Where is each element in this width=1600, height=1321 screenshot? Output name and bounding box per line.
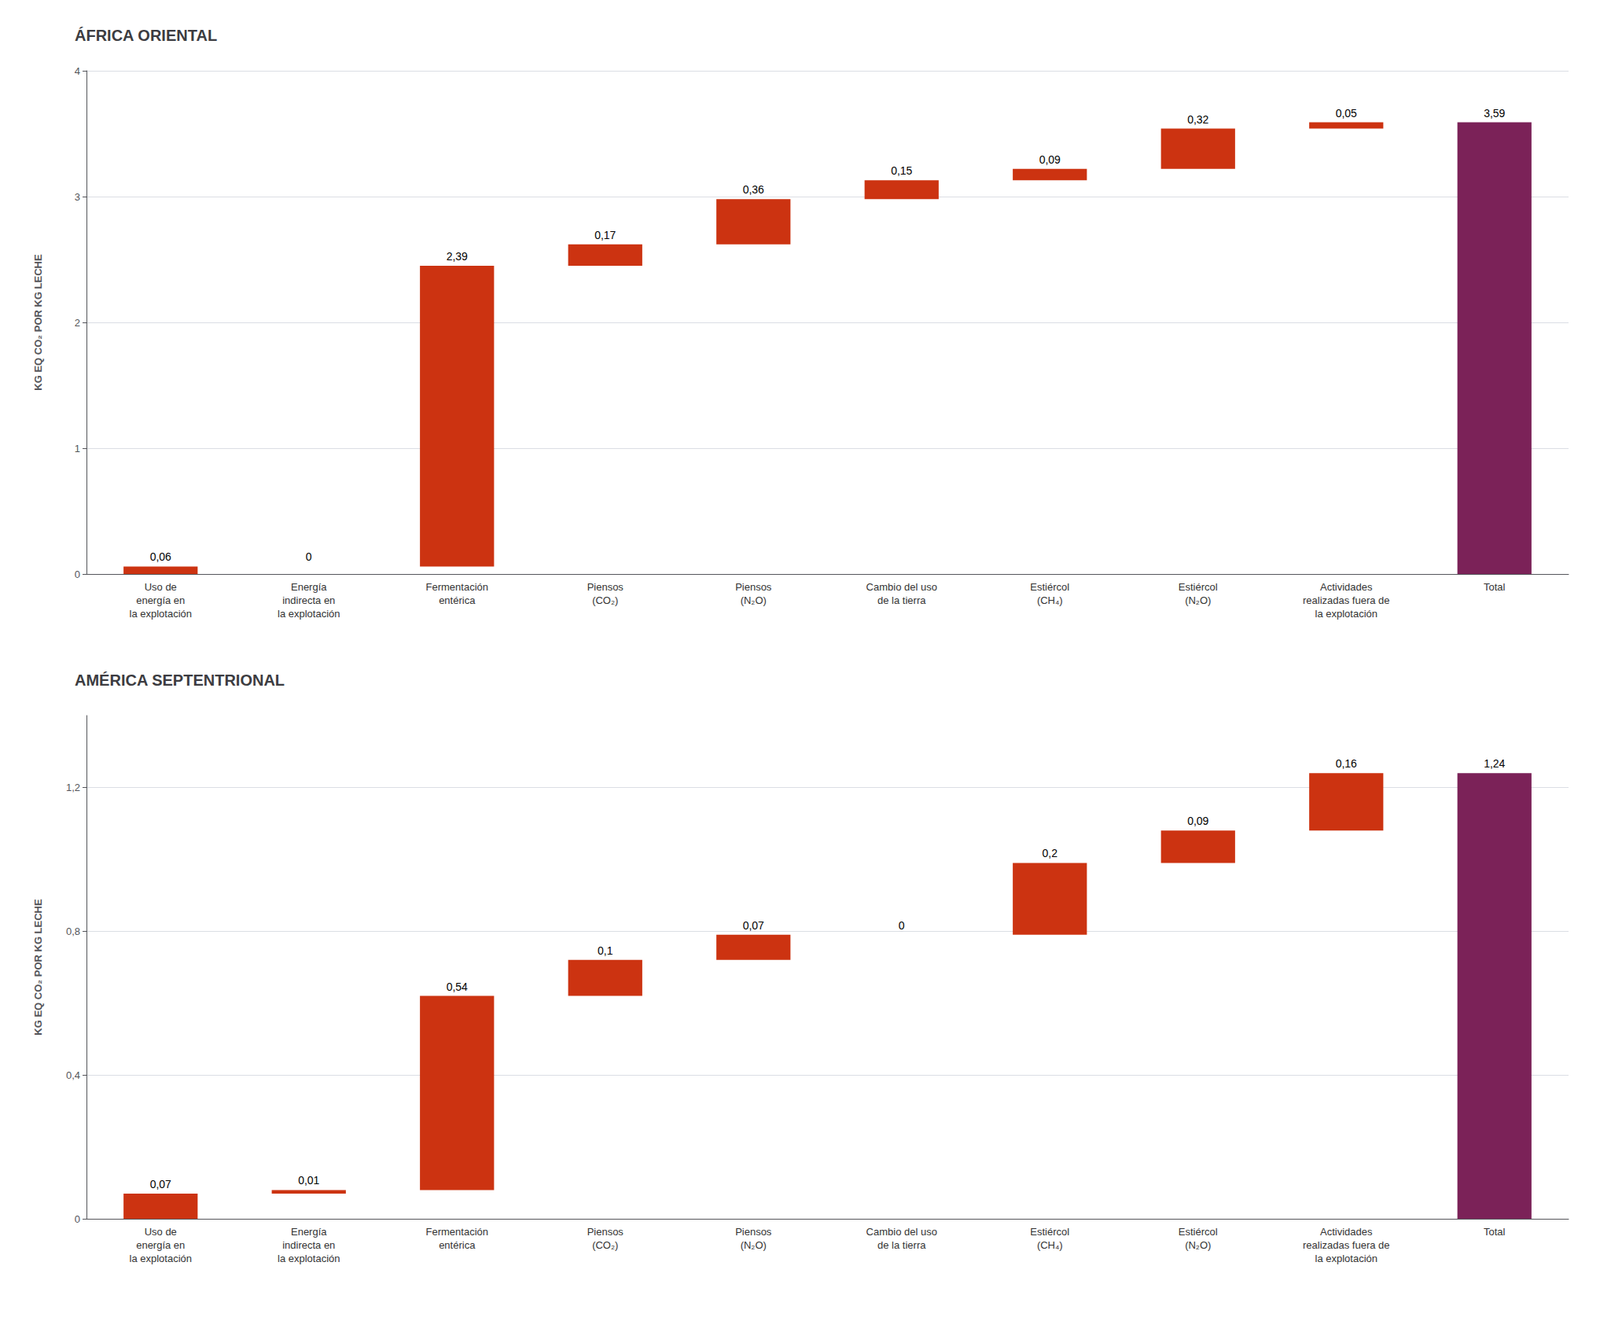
svg-text:Estiércol: Estiércol xyxy=(1178,1225,1218,1238)
svg-text:0: 0 xyxy=(74,568,81,581)
svg-text:4: 4 xyxy=(74,65,81,78)
svg-text:KG EQ CO₂ POR KG LECHE: KG EQ CO₂ POR KG LECHE xyxy=(32,253,45,391)
svg-text:0,09: 0,09 xyxy=(1039,153,1061,166)
svg-text:0,54: 0,54 xyxy=(446,980,468,994)
svg-text:la explotación: la explotación xyxy=(277,1252,341,1265)
svg-text:Piensos: Piensos xyxy=(735,581,773,593)
svg-text:0,8: 0,8 xyxy=(66,925,81,938)
svg-text:0,09: 0,09 xyxy=(1187,814,1209,828)
svg-text:Piensos: Piensos xyxy=(735,1225,773,1238)
svg-text:energía en: energía en xyxy=(136,594,185,607)
svg-text:0,06: 0,06 xyxy=(150,550,172,563)
svg-text:0,36: 0,36 xyxy=(742,183,765,196)
svg-text:Piensos: Piensos xyxy=(587,581,625,593)
svg-text:0,15: 0,15 xyxy=(890,164,913,177)
svg-text:(CH₄): (CH₄) xyxy=(1037,1239,1063,1251)
svg-text:0,1: 0,1 xyxy=(597,944,614,957)
svg-text:ÁFRICA ORIENTAL: ÁFRICA ORIENTAL xyxy=(74,26,218,45)
svg-text:entérica: entérica xyxy=(438,594,476,607)
svg-text:0,07: 0,07 xyxy=(150,1177,172,1191)
svg-text:indirecta en: indirecta en xyxy=(282,1239,335,1251)
svg-text:la explotación: la explotación xyxy=(277,607,341,620)
svg-text:0,01: 0,01 xyxy=(297,1173,320,1187)
svg-text:Cambio del uso: Cambio del uso xyxy=(866,581,938,593)
svg-text:0,05: 0,05 xyxy=(1335,106,1358,120)
svg-text:realizadas fuera de: realizadas fuera de xyxy=(1302,594,1391,607)
svg-text:Actividades: Actividades xyxy=(1320,1225,1373,1238)
svg-text:(N₂O): (N₂O) xyxy=(1184,594,1211,607)
svg-text:energía en: energía en xyxy=(136,1239,185,1251)
svg-text:Fermentación: Fermentación xyxy=(426,1225,489,1238)
svg-text:KG EQ CO₂ POR KG LECHE: KG EQ CO₂ POR KG LECHE xyxy=(32,898,45,1036)
svg-text:0: 0 xyxy=(74,1213,81,1225)
svg-text:0,16: 0,16 xyxy=(1335,757,1358,770)
svg-text:Estiércol: Estiércol xyxy=(1178,581,1218,593)
svg-text:3: 3 xyxy=(74,191,81,203)
svg-text:la explotación: la explotación xyxy=(1315,607,1379,620)
svg-text:(N₂O): (N₂O) xyxy=(740,594,767,607)
svg-text:0: 0 xyxy=(305,550,313,563)
svg-text:0,17: 0,17 xyxy=(594,228,616,242)
svg-text:(N₂O): (N₂O) xyxy=(1184,1239,1211,1251)
svg-text:(CO₂): (CO₂) xyxy=(592,594,618,607)
svg-text:1,24: 1,24 xyxy=(1483,757,1505,770)
svg-text:Uso de: Uso de xyxy=(144,581,177,593)
svg-text:1,2: 1,2 xyxy=(66,781,81,794)
svg-text:Actividades: Actividades xyxy=(1320,581,1373,593)
svg-text:Uso de: Uso de xyxy=(144,1225,177,1238)
svg-text:Cambio del uso: Cambio del uso xyxy=(866,1225,938,1238)
svg-text:2: 2 xyxy=(74,316,81,329)
svg-text:de la tierra: de la tierra xyxy=(877,1239,927,1251)
svg-text:Estiércol: Estiércol xyxy=(1029,1225,1070,1238)
svg-text:1: 1 xyxy=(74,442,81,455)
svg-text:de la tierra: de la tierra xyxy=(877,594,927,607)
svg-text:0: 0 xyxy=(898,919,905,932)
svg-text:2,39: 2,39 xyxy=(446,250,468,263)
svg-text:la explotación: la explotación xyxy=(1315,1252,1379,1265)
svg-text:la explotación: la explotación xyxy=(129,1252,193,1265)
svg-text:0,2: 0,2 xyxy=(1042,846,1059,860)
svg-text:(CO₂): (CO₂) xyxy=(592,1239,618,1251)
svg-text:indirecta en: indirecta en xyxy=(282,594,335,607)
svg-text:Total: Total xyxy=(1483,1225,1506,1238)
svg-text:realizadas fuera de: realizadas fuera de xyxy=(1302,1239,1391,1251)
svg-text:Estiércol: Estiércol xyxy=(1029,581,1070,593)
svg-text:Energía: Energía xyxy=(290,581,328,593)
svg-text:(N₂O): (N₂O) xyxy=(740,1239,767,1251)
svg-text:0,07: 0,07 xyxy=(742,919,765,932)
svg-text:AMÉRICA SEPTENTRIONAL: AMÉRICA SEPTENTRIONAL xyxy=(74,671,285,689)
svg-text:0,32: 0,32 xyxy=(1187,113,1209,126)
svg-text:(CH₄): (CH₄) xyxy=(1037,594,1063,607)
svg-text:Energía: Energía xyxy=(290,1225,328,1238)
svg-text:0,4: 0,4 xyxy=(66,1069,81,1082)
svg-text:entérica: entérica xyxy=(438,1239,476,1251)
svg-text:Total: Total xyxy=(1483,581,1506,593)
svg-text:la explotación: la explotación xyxy=(129,607,193,620)
svg-text:Piensos: Piensos xyxy=(587,1225,625,1238)
svg-text:3,59: 3,59 xyxy=(1483,106,1505,120)
svg-text:Fermentación: Fermentación xyxy=(426,581,489,593)
